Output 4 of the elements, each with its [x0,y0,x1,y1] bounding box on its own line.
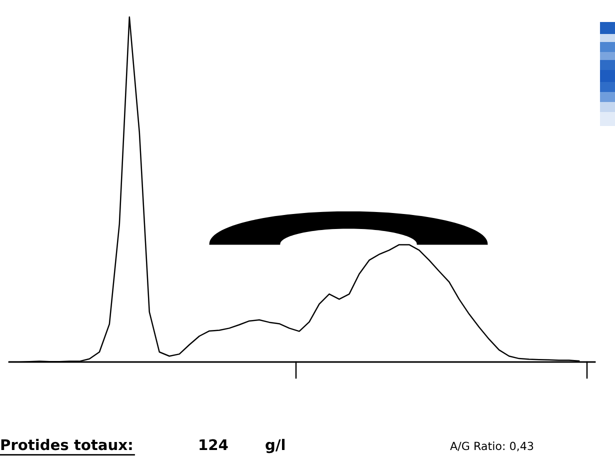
text: 124 [200,439,228,450]
text: g/l [266,438,285,454]
text: A/G Ratio: 0,43 [450,442,534,452]
text: Protides totaux: [1,438,132,450]
